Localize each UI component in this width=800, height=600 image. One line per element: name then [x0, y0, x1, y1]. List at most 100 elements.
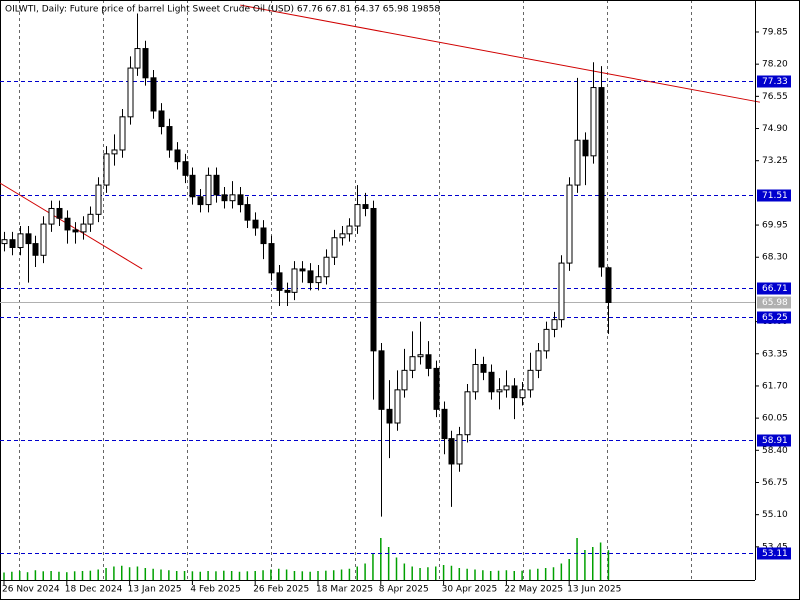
volume-bar [372, 553, 374, 580]
volume-bar [105, 568, 107, 580]
volume-bar [262, 570, 264, 580]
level-label: 53.11 [762, 549, 788, 559]
volume-bar [325, 570, 327, 580]
level-label: 65.98 [762, 298, 788, 308]
volume-bar [301, 571, 304, 580]
candle-body [503, 385, 510, 391]
candle-body [25, 233, 32, 245]
volume-bar [270, 569, 272, 580]
candle-body [284, 289, 291, 293]
candle-body [221, 194, 228, 202]
volume-bar [387, 547, 390, 580]
volume-bar [293, 571, 296, 580]
candle-body [354, 204, 361, 227]
volume-bar [419, 568, 421, 580]
candle-body [291, 268, 298, 293]
volume-bar [395, 557, 398, 580]
candle-body [48, 207, 55, 225]
volume-bar [215, 571, 217, 580]
volume-bar [607, 550, 610, 580]
level-label: 65.25 [762, 313, 788, 323]
candle-body [17, 233, 24, 248]
y-tick-label: 74.90 [762, 124, 788, 134]
candle-body [158, 110, 165, 128]
candle-body [566, 184, 573, 264]
candle-body [72, 229, 79, 233]
x-tick-label: 4 Feb 2025 [190, 585, 240, 595]
level-label: 58.91 [762, 436, 788, 446]
candle-body [87, 213, 94, 225]
volume-bar [3, 572, 5, 580]
candle-body [64, 217, 71, 231]
volume-bar [144, 568, 147, 580]
candle-body [551, 319, 558, 330]
volume-bar [50, 571, 52, 580]
candle-body [229, 194, 236, 202]
volume-bar [128, 567, 131, 580]
volume-bar [458, 568, 461, 580]
candle-body [339, 233, 346, 239]
y-tick-label: 63.35 [762, 349, 788, 359]
volume-bar [34, 570, 37, 580]
level-label-box [757, 434, 791, 447]
y-tick-label: 53.45 [762, 542, 788, 552]
volume-bar [18, 571, 21, 580]
volume-bar [278, 568, 280, 580]
candle-body [244, 204, 251, 221]
candle-body [433, 367, 440, 410]
volume-bar [356, 566, 358, 580]
candle-body [95, 184, 102, 215]
candle-body [142, 48, 149, 79]
y-tick-label: 58.40 [762, 446, 788, 456]
volume-bar [466, 568, 468, 580]
volume-bar [183, 571, 186, 580]
candle-layer [1, 13, 612, 517]
candle-body [182, 161, 189, 176]
volume-bar [576, 538, 578, 580]
volume-bar [474, 569, 476, 580]
trendline-layer [0, 4, 761, 270]
volume-bar [599, 542, 602, 580]
candle-body [543, 328, 550, 352]
candle-body [127, 67, 134, 118]
volume-bar [207, 571, 209, 580]
candle-body [409, 356, 416, 371]
volume-bar [246, 571, 249, 580]
y-tick-label: 61.70 [762, 381, 788, 391]
volume-bar [191, 571, 194, 580]
candle-body [150, 77, 157, 112]
trendline [0, 182, 143, 270]
volume-bar [73, 571, 76, 580]
volume-bar [223, 570, 225, 580]
candle-body [166, 126, 173, 151]
volume-bar [560, 563, 563, 580]
candle-body [401, 369, 408, 391]
candle-body [213, 174, 220, 196]
candle-body [378, 350, 385, 410]
volume-bar [427, 567, 429, 580]
level-label-layer: 77.33 71.51 66.71 65.98 65.25 58.91 53.11 [757, 75, 791, 560]
candle-body [80, 223, 87, 233]
candle-body [590, 87, 597, 157]
volume-bar [529, 569, 531, 580]
candle-body [323, 256, 330, 278]
candle-body [535, 350, 542, 371]
y-tick-label: 55.10 [762, 510, 788, 520]
volume-bar [403, 563, 406, 580]
candle-body [119, 116, 126, 151]
level-label: 66.71 [762, 284, 788, 294]
candle-body [480, 363, 487, 373]
volume-bar [254, 571, 256, 580]
volume-bar [113, 566, 115, 580]
volume-bar [568, 559, 570, 580]
volume-bar [332, 570, 335, 580]
volume-bar [238, 571, 241, 580]
candle-body [574, 139, 581, 186]
candle-body [472, 363, 479, 393]
candle-body [1, 239, 8, 245]
volume-bar [58, 571, 60, 580]
y-tick-label: 76.55 [762, 92, 788, 102]
x-tick-label: 26 Feb 2025 [253, 585, 309, 595]
volume-bar [285, 569, 288, 580]
volume-bar [544, 568, 547, 580]
